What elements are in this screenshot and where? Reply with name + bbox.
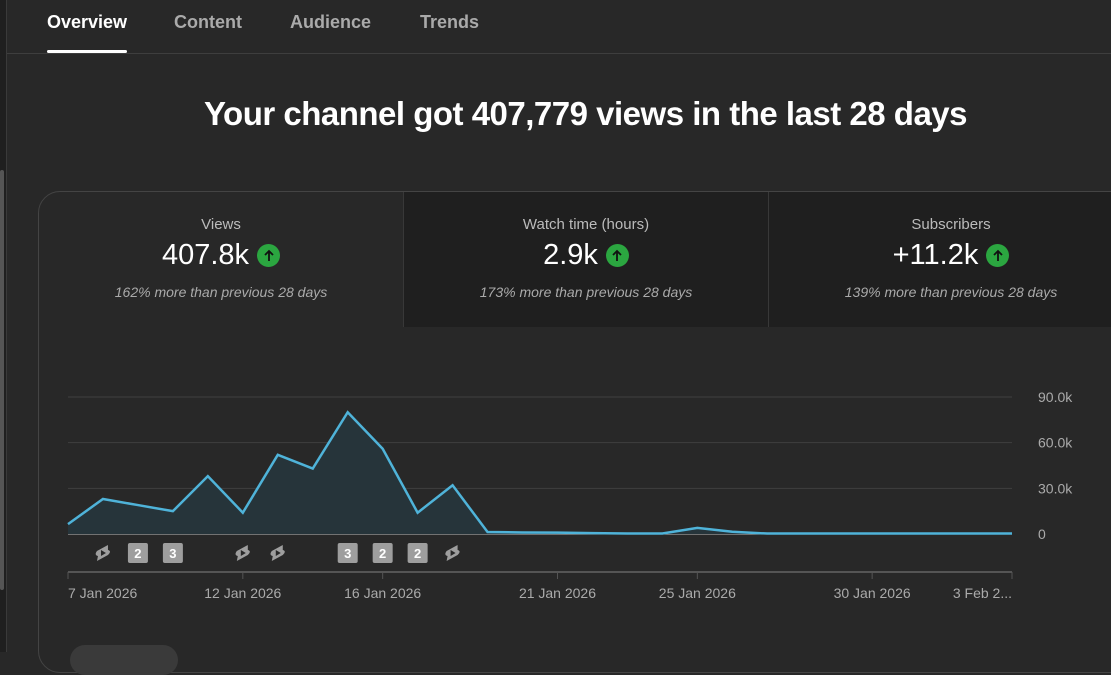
area-fill — [68, 412, 1012, 534]
x-tick-label: 3 Feb 2... — [953, 585, 1012, 601]
x-tick-label: 16 Jan 2026 — [344, 585, 421, 601]
x-tick-label: 7 Jan 2026 — [68, 585, 137, 601]
x-tick-label: 30 Jan 2026 — [834, 585, 911, 601]
y-tick-label: 60.0k — [1038, 435, 1073, 451]
y-tick-label: 0 — [1038, 526, 1046, 542]
x-tick-label: 21 Jan 2026 — [519, 585, 596, 601]
see-more-button[interactable] — [70, 645, 178, 675]
upload-count-label: 2 — [134, 546, 141, 561]
y-tick-label: 30.0k — [1038, 480, 1073, 496]
views-chart: 90.0k 60.0k 30.0k 0 7 Jan 2026 12 Jan 2026 16 … — [0, 0, 1111, 640]
upload-count-label: 2 — [414, 546, 421, 561]
upload-count-label: 3 — [344, 546, 351, 561]
x-tick-label: 12 Jan 2026 — [204, 585, 281, 601]
x-tick-label: 25 Jan 2026 — [659, 585, 736, 601]
y-tick-label: 90.0k — [1038, 389, 1073, 405]
upload-count-label: 2 — [379, 546, 386, 561]
upload-count-label: 3 — [169, 546, 176, 561]
